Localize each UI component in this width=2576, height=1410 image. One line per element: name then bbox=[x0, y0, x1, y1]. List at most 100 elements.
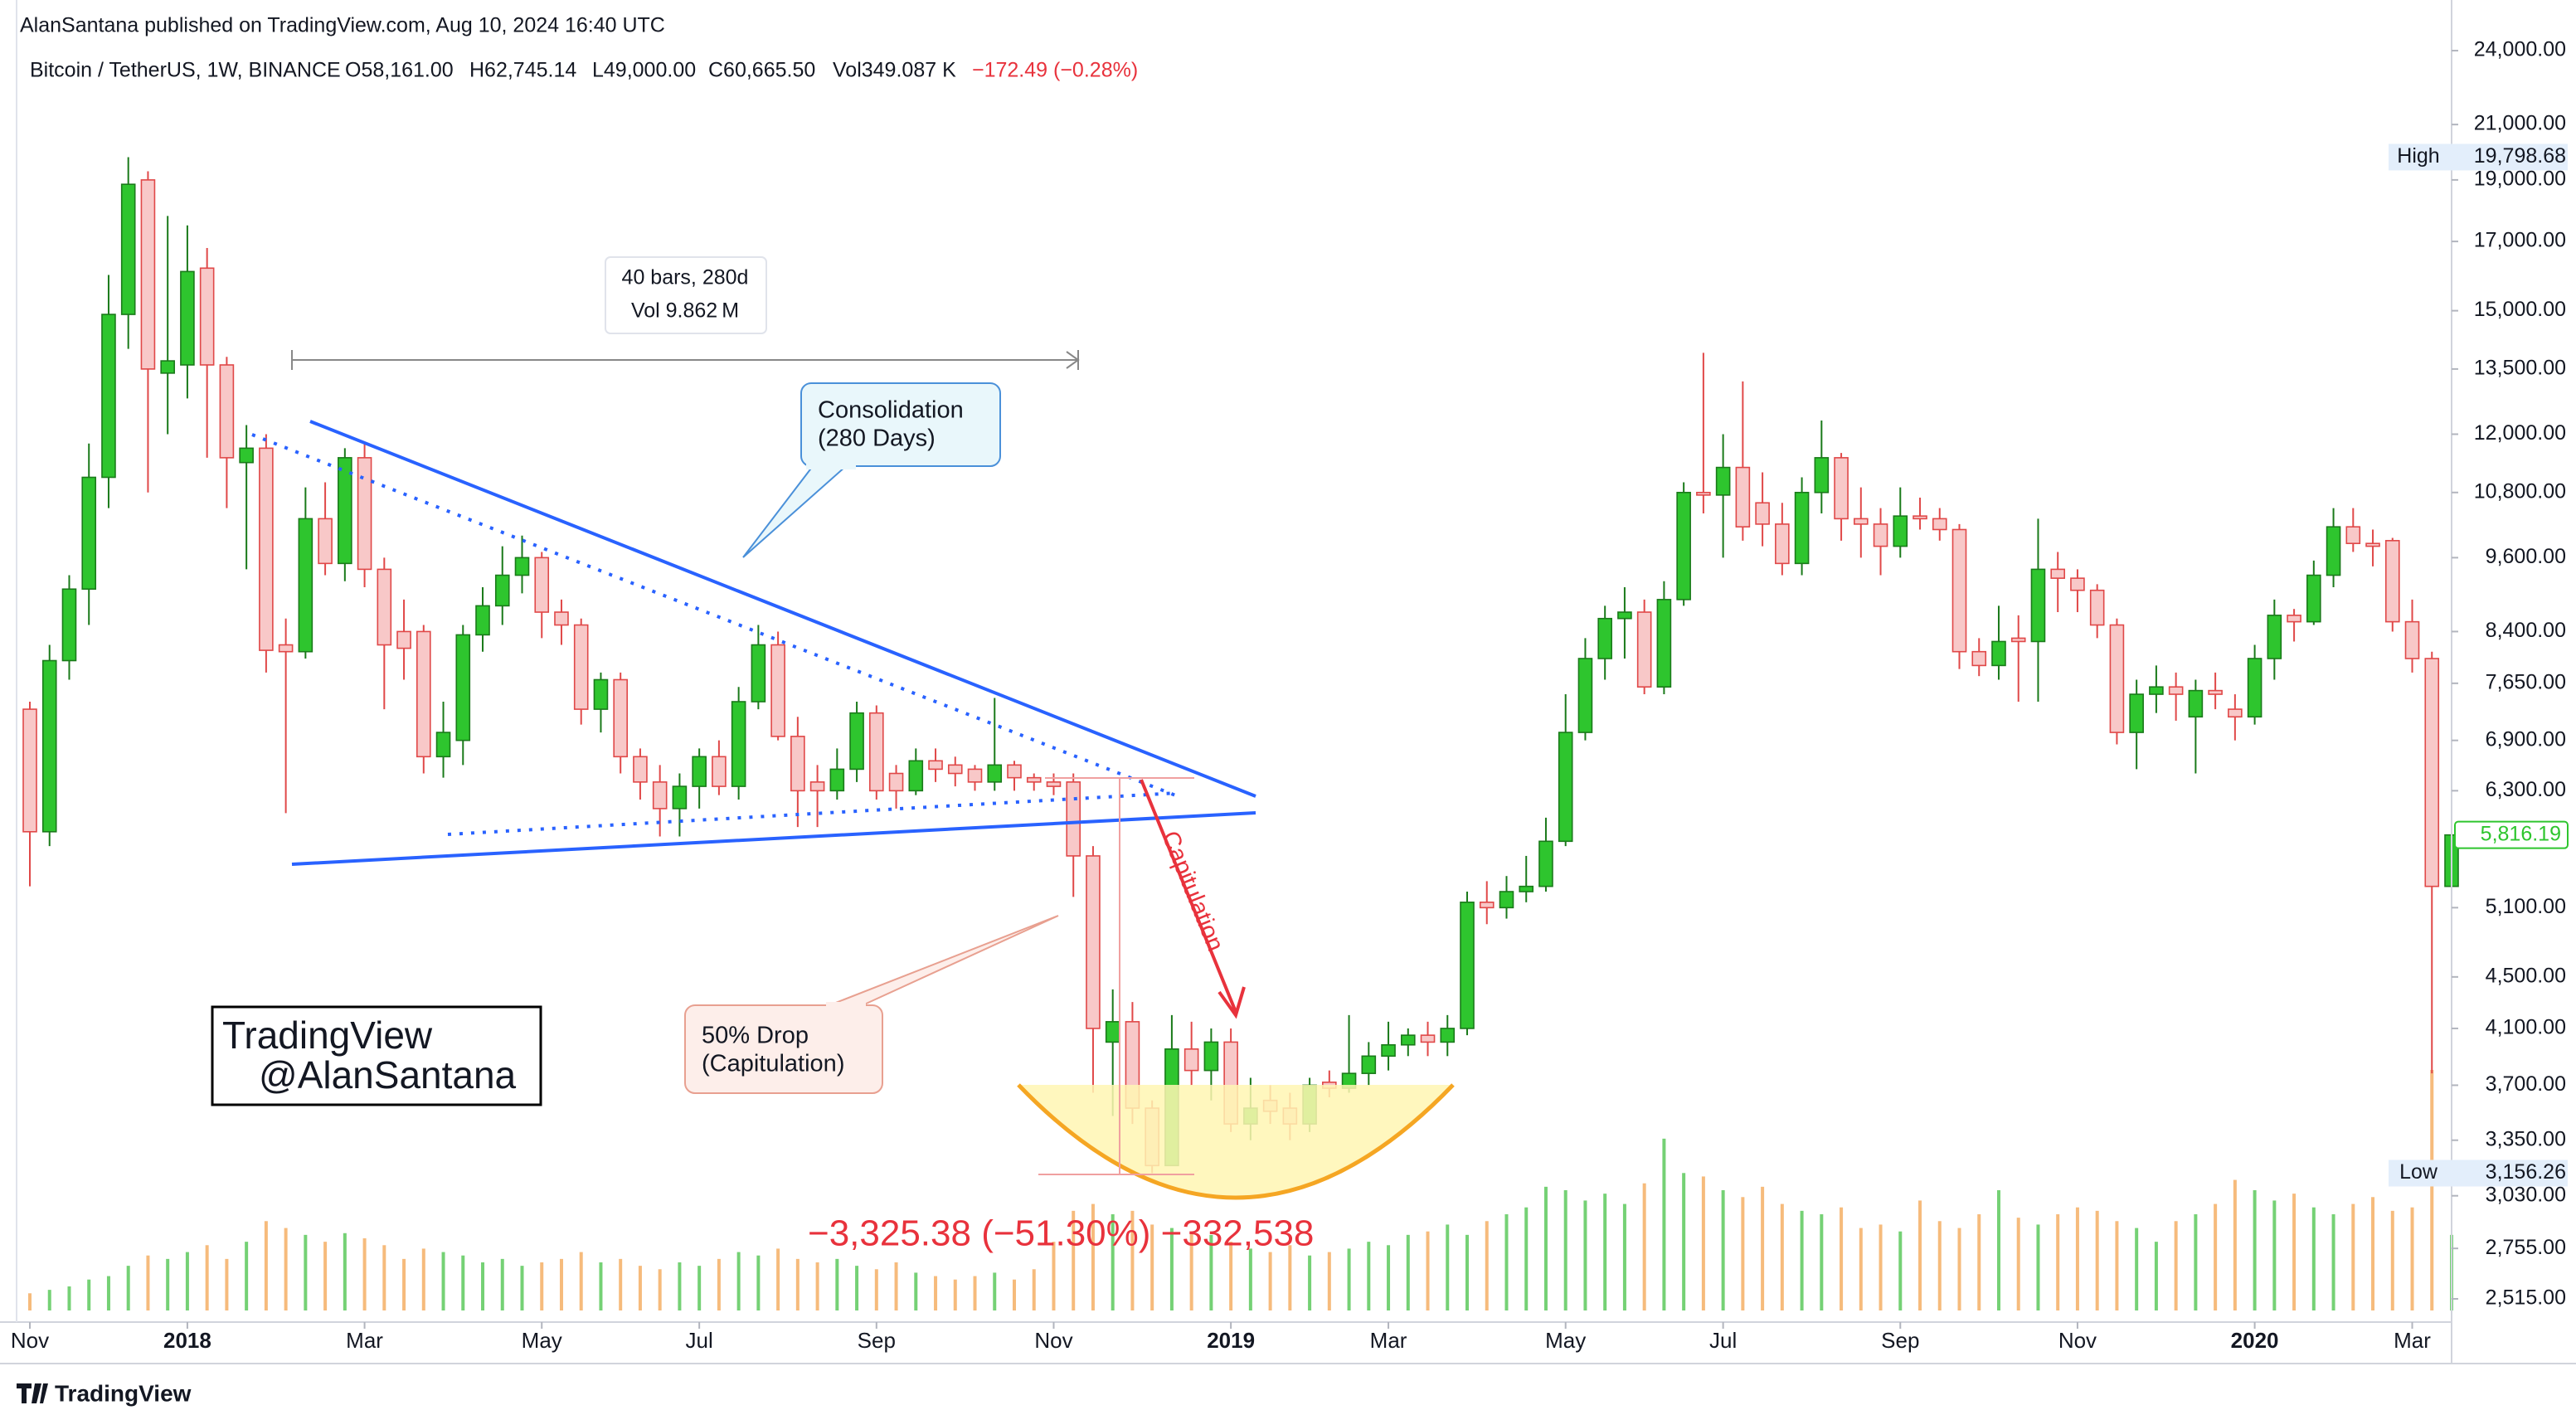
candle-body bbox=[908, 760, 924, 792]
volume-bar bbox=[1327, 1252, 1331, 1310]
published-by: AlanSantana published on TradingView.com… bbox=[20, 14, 665, 37]
candle-body bbox=[101, 314, 116, 479]
volume-bar bbox=[697, 1266, 702, 1310]
x-tick-label: May bbox=[1545, 1328, 1586, 1353]
volume-bar bbox=[1130, 1210, 1135, 1310]
y-tick-label: 24,000.00 bbox=[2474, 38, 2566, 61]
y-tick-label: 4,100.00 bbox=[2486, 1016, 2566, 1039]
callout-text: Consolidation bbox=[818, 397, 964, 424]
volume-bar bbox=[815, 1262, 819, 1310]
volume-bar bbox=[934, 1276, 938, 1310]
candle-body bbox=[829, 768, 845, 792]
volume-bar bbox=[2331, 1214, 2335, 1310]
volume-bar bbox=[678, 1262, 682, 1310]
candle-body bbox=[1932, 518, 1947, 531]
volume-bar bbox=[166, 1258, 170, 1310]
range-bars: 40 bars, 280d bbox=[622, 266, 749, 289]
candle-body bbox=[2247, 658, 2263, 718]
volume-bar bbox=[638, 1266, 642, 1310]
y-tick-label: 3,700.00 bbox=[2486, 1072, 2566, 1096]
y-tick-label: 2,515.00 bbox=[2486, 1286, 2566, 1310]
candle-body bbox=[1755, 502, 1770, 525]
volume-bar bbox=[304, 1234, 308, 1310]
candle-body bbox=[2149, 686, 2164, 695]
candle-body bbox=[1715, 466, 1731, 496]
volume-bar bbox=[225, 1258, 229, 1310]
volume-bar bbox=[2056, 1214, 2060, 1310]
candle-body bbox=[357, 457, 372, 571]
candle-body bbox=[1971, 650, 1987, 667]
volume-bar bbox=[579, 1252, 583, 1310]
volume-bar bbox=[1977, 1214, 1981, 1310]
candle-body bbox=[1577, 658, 1593, 733]
y-tick-label: 8,400.00 bbox=[2486, 619, 2566, 642]
volume-bar bbox=[835, 1258, 839, 1310]
candle-body bbox=[1558, 732, 1573, 843]
candle-body bbox=[318, 518, 333, 565]
candle-body bbox=[2345, 526, 2361, 545]
candle-body bbox=[494, 574, 510, 607]
candle-body bbox=[1834, 457, 1849, 520]
volume-bar bbox=[1761, 1186, 1765, 1310]
candle-body bbox=[947, 764, 963, 775]
volume-bar bbox=[1446, 1224, 1450, 1310]
volume-bar bbox=[855, 1266, 859, 1310]
volume-bar bbox=[520, 1266, 524, 1310]
volume-bar bbox=[245, 1242, 249, 1310]
drawings bbox=[211, 256, 1455, 1200]
candle-body bbox=[593, 678, 609, 710]
candle-body bbox=[1381, 1043, 1396, 1058]
high-marker-value: 19,798.68 bbox=[2474, 144, 2566, 168]
volume-bar bbox=[1426, 1231, 1430, 1310]
candle-body bbox=[987, 764, 1003, 783]
volume-bar bbox=[2253, 1190, 2257, 1310]
callout-text: (280 Days) bbox=[818, 425, 936, 452]
candle-body bbox=[416, 630, 431, 758]
candle-body bbox=[278, 644, 294, 653]
candle-body bbox=[1991, 640, 2006, 667]
candle-body bbox=[2404, 620, 2420, 659]
volume-bar bbox=[2390, 1210, 2394, 1310]
volume-bar bbox=[973, 1276, 977, 1310]
volume-bar bbox=[1622, 1203, 1626, 1310]
x-tick-label: Sep bbox=[858, 1328, 896, 1353]
y-tick-label: 12,000.00 bbox=[2474, 421, 2566, 445]
callout-box bbox=[800, 382, 1001, 467]
candle-body bbox=[2306, 574, 2321, 623]
candle-body bbox=[81, 476, 97, 591]
volume-bar bbox=[1563, 1190, 1567, 1310]
candle-body bbox=[2287, 615, 2301, 623]
volume-bar bbox=[1387, 1245, 1391, 1310]
candle-body bbox=[2109, 624, 2125, 733]
callout-pointer bbox=[742, 465, 847, 558]
volume-bar bbox=[1741, 1197, 1745, 1310]
volume-bar bbox=[894, 1262, 898, 1310]
volume-bar bbox=[2292, 1194, 2297, 1310]
volume-bar bbox=[1169, 1228, 1174, 1310]
volume-bar bbox=[914, 1272, 918, 1310]
volume-bar bbox=[2036, 1224, 2040, 1310]
volume-bar bbox=[1406, 1234, 1410, 1310]
x-tick-label: Mar bbox=[346, 1328, 383, 1353]
candle-body bbox=[1086, 855, 1101, 1029]
volume-bar bbox=[87, 1279, 91, 1310]
candle-body bbox=[1538, 840, 1553, 887]
candle-body bbox=[1913, 515, 1927, 520]
y-tick-label: 3,350.00 bbox=[2486, 1127, 2566, 1150]
candle-body bbox=[1026, 776, 1042, 783]
last-price-box bbox=[2454, 820, 2569, 849]
volume-bar bbox=[1800, 1210, 1804, 1310]
range-box bbox=[605, 256, 767, 334]
candle-body bbox=[1184, 1048, 1199, 1072]
volume-bar bbox=[126, 1266, 130, 1310]
candle-body bbox=[1361, 1055, 1377, 1074]
volume-bar bbox=[1721, 1190, 1725, 1310]
volume-bar bbox=[1229, 1242, 1233, 1310]
volume-bar bbox=[1543, 1186, 1548, 1310]
callout-join bbox=[826, 1002, 866, 1009]
candle-body bbox=[888, 772, 904, 792]
range-volume: Vol 9.862 M bbox=[631, 299, 739, 323]
volume-bar bbox=[717, 1258, 721, 1310]
volume-bar bbox=[1091, 1203, 1095, 1310]
